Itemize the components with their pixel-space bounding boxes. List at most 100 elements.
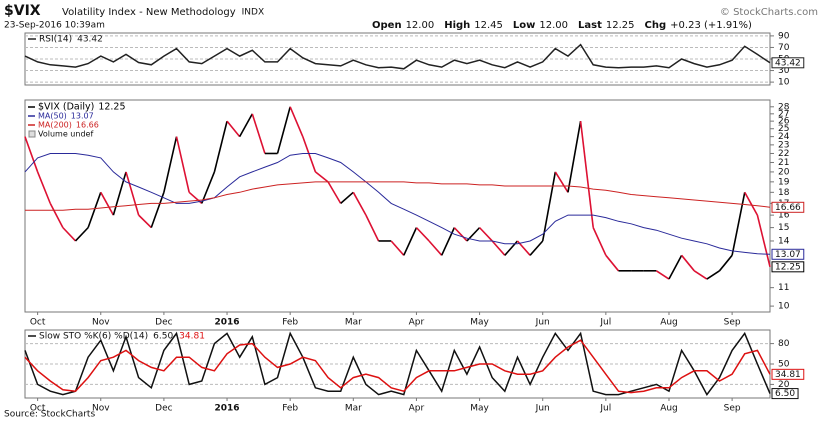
y-tick-label: 10: [778, 302, 790, 312]
x-tick-label: Dec: [155, 318, 172, 328]
y-tick-label: 50: [778, 360, 790, 370]
price-segment: [112, 171, 127, 216]
end-label: 13.07: [775, 250, 801, 260]
price-segment: [289, 106, 304, 137]
x-tick-label: Nov: [92, 318, 110, 328]
price-segment: [453, 227, 468, 242]
quote-value: +0.23 (+1.91%): [670, 20, 752, 31]
price-segment: [314, 171, 329, 183]
legend-value: 12.25: [98, 102, 125, 113]
price-segment: [74, 227, 89, 242]
y-tick-label: 27: [778, 109, 789, 119]
price-segment: [276, 106, 291, 154]
price-segment: [718, 254, 733, 272]
timestamp: 23-Sep-2016 10:39am: [4, 21, 105, 31]
price-segment: [415, 227, 430, 242]
price-segment: [327, 181, 342, 204]
y-tick-label: 21: [778, 158, 789, 168]
x-tick-label: 2016: [215, 404, 240, 414]
price-segment: [541, 171, 557, 242]
price-segment: [403, 227, 418, 256]
x-tick-label: Oct: [30, 404, 46, 414]
end-label: 16.66: [775, 203, 801, 213]
panel-title: Slow STO %K(6) %D(14): [39, 332, 148, 342]
price-segment: [352, 191, 367, 216]
x-tick-label: Jun: [535, 318, 550, 328]
price-segment: [504, 240, 519, 256]
y-tick-label: 18: [778, 188, 790, 198]
price-segment: [756, 214, 771, 268]
price-segment: [24, 136, 39, 173]
price-segment: [579, 121, 595, 228]
legend-value: 6.50: [153, 332, 173, 342]
legend-label: MA(200): [38, 121, 72, 130]
quote-label: Low: [513, 20, 535, 31]
x-tick-label: Sep: [724, 404, 741, 414]
x-tick-label: Jul: [599, 318, 611, 328]
series-line: [24, 43, 771, 70]
x-tick-label: Feb: [282, 318, 298, 328]
price-segment: [175, 136, 190, 193]
instrument-name: Volatility Index - New Methodology: [62, 7, 236, 18]
price-segment: [390, 240, 405, 256]
x-tick-label: Aug: [660, 404, 678, 414]
price-segment: [100, 191, 115, 216]
price-segment: [365, 214, 380, 242]
y-tick-label: 20: [778, 167, 790, 177]
price-segment: [238, 113, 253, 138]
price-segment: [592, 227, 607, 256]
price-segment: [478, 227, 493, 242]
price-segment: [668, 254, 683, 280]
y-tick-label: 11: [778, 283, 789, 293]
x-tick-label: Jun: [535, 404, 550, 414]
price-segment: [138, 214, 152, 229]
y-tick-label: 19: [778, 177, 790, 187]
x-tick-label: 2016: [215, 318, 240, 328]
price-segment: [226, 120, 241, 138]
legend-value: 13.07: [71, 112, 94, 121]
price-segment: [693, 270, 708, 280]
panel-frame: [24, 99, 771, 313]
y-tick-label: 30: [778, 66, 790, 76]
y-tick-label: 28: [778, 102, 790, 112]
price-segment: [491, 240, 506, 256]
end-label-box: [771, 201, 805, 213]
end-label: 12.25: [775, 262, 801, 272]
x-tick-label: Feb: [282, 404, 298, 414]
price-segment: [36, 171, 51, 204]
end-label: 43.42: [775, 58, 801, 68]
legend-value: 43.42: [77, 35, 103, 45]
end-label-box: [771, 368, 805, 380]
end-label-box: [771, 57, 805, 69]
series-line: [24, 153, 771, 255]
price-segment: [340, 191, 354, 204]
price-segment: [163, 136, 178, 193]
symbol: $VIX: [4, 3, 41, 19]
end-label-box: [771, 261, 805, 273]
quote-label: Last: [578, 20, 602, 31]
quote-value: 12.45: [474, 20, 503, 31]
legend-label: MA(50): [38, 112, 67, 121]
price-segment: [125, 171, 140, 216]
y-tick-label: 90: [778, 31, 790, 41]
end-label: 34.81: [775, 370, 801, 380]
y-tick-label: 80: [778, 339, 790, 349]
y-tick-label: 25: [778, 124, 789, 134]
x-tick-label: Nov: [92, 404, 110, 414]
x-tick-label: Sep: [724, 318, 741, 328]
x-tick-label: Aug: [660, 318, 678, 328]
x-tick-label: Mar: [345, 318, 362, 328]
y-tick-label: 26: [778, 117, 790, 127]
price-segment: [605, 254, 620, 272]
price-segment: [567, 120, 582, 193]
y-tick-label: 15: [778, 223, 789, 233]
end-label-box: [771, 388, 799, 400]
price-segment: [706, 270, 720, 280]
x-tick-label: Jul: [599, 404, 611, 414]
y-tick-label: 14: [778, 236, 790, 246]
price-segment: [529, 240, 544, 256]
x-tick-label: Oct: [30, 318, 46, 328]
price-segment: [150, 192, 165, 228]
price-segment: [201, 171, 216, 204]
